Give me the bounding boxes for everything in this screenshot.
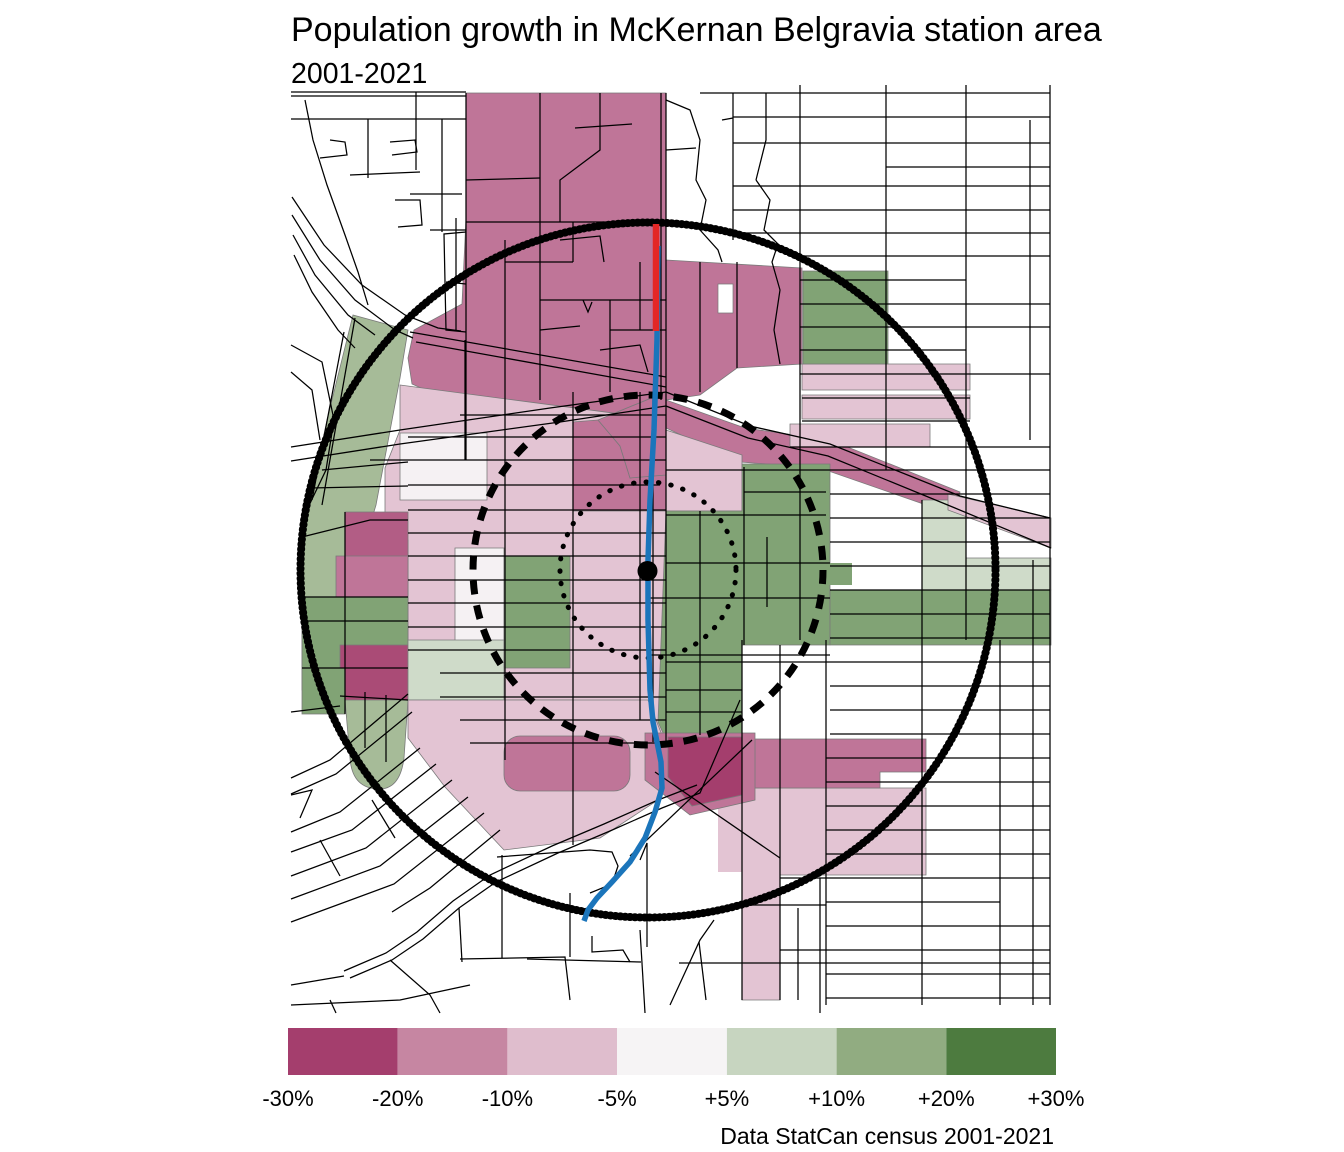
svg-text:-30%: -30% xyxy=(262,1086,313,1111)
svg-text:-10%: -10% xyxy=(482,1086,533,1111)
svg-text:Data StatCan census 2001-2021: Data StatCan census 2001-2021 xyxy=(720,1123,1054,1149)
svg-text:+5%: +5% xyxy=(705,1086,750,1111)
svg-text:+20%: +20% xyxy=(918,1086,975,1111)
svg-text:-5%: -5% xyxy=(598,1086,637,1111)
svg-text:+10%: +10% xyxy=(808,1086,865,1111)
svg-text:Population growth in McKernan: Population growth in McKernan Belgravia … xyxy=(291,11,1102,49)
svg-text:-20%: -20% xyxy=(372,1086,423,1111)
svg-text:2001-2021: 2001-2021 xyxy=(291,58,427,90)
svg-text:+30%: +30% xyxy=(1028,1086,1085,1111)
